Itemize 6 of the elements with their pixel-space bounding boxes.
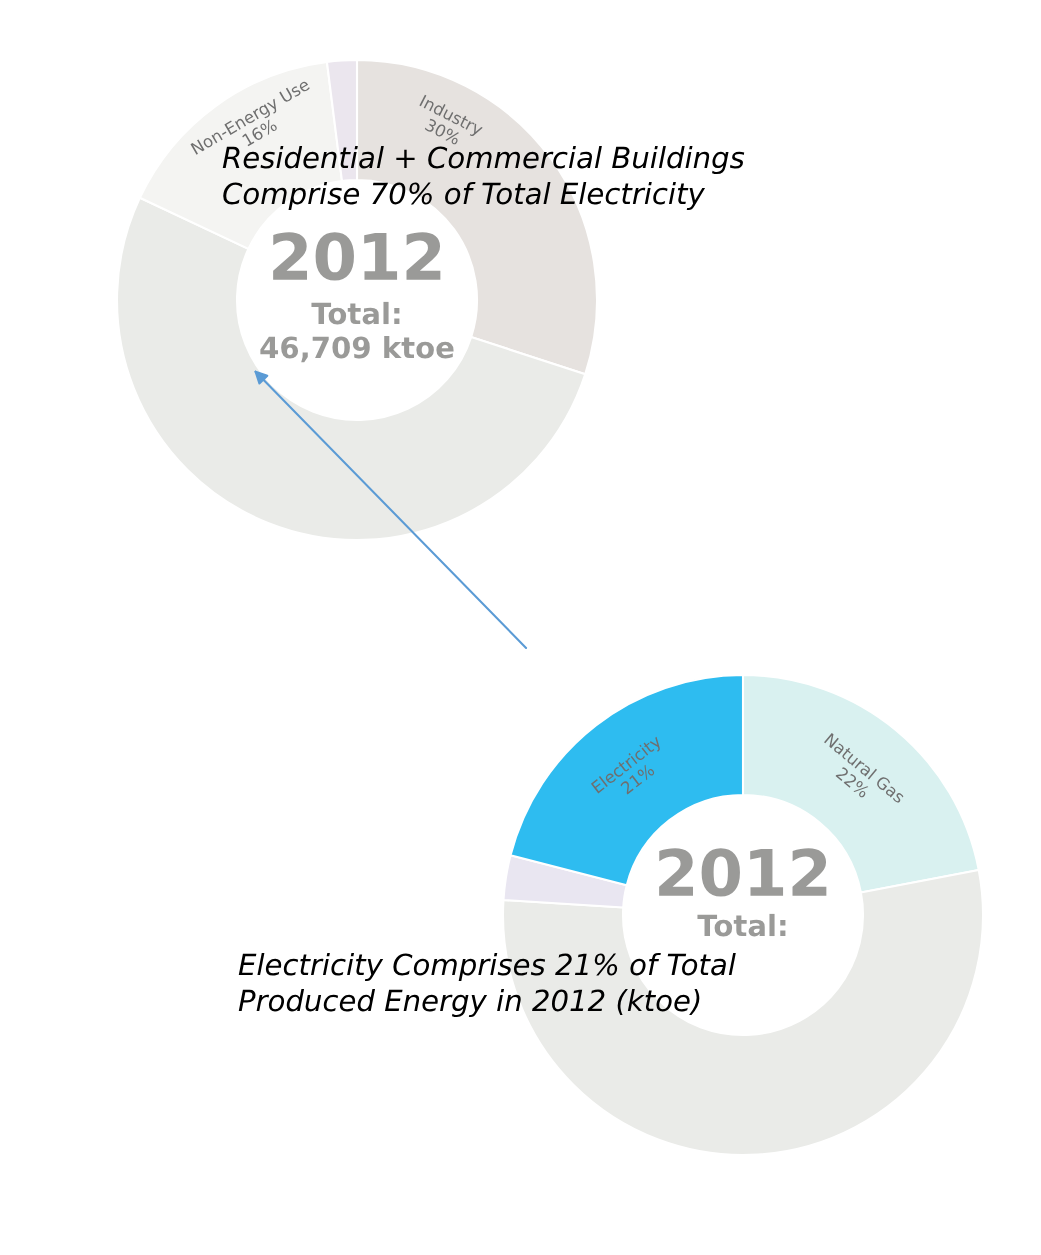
text: 2012 [659, 848, 827, 897]
text: Electricity Comprises 21% of Total Produced Energy in 2012 (ktoe) [238, 952, 736, 1018]
text: 46,709 ktoe [260, 335, 454, 363]
text: 2012 [273, 232, 441, 281]
text: Total: [697, 913, 786, 937]
text: Total: [311, 301, 400, 325]
